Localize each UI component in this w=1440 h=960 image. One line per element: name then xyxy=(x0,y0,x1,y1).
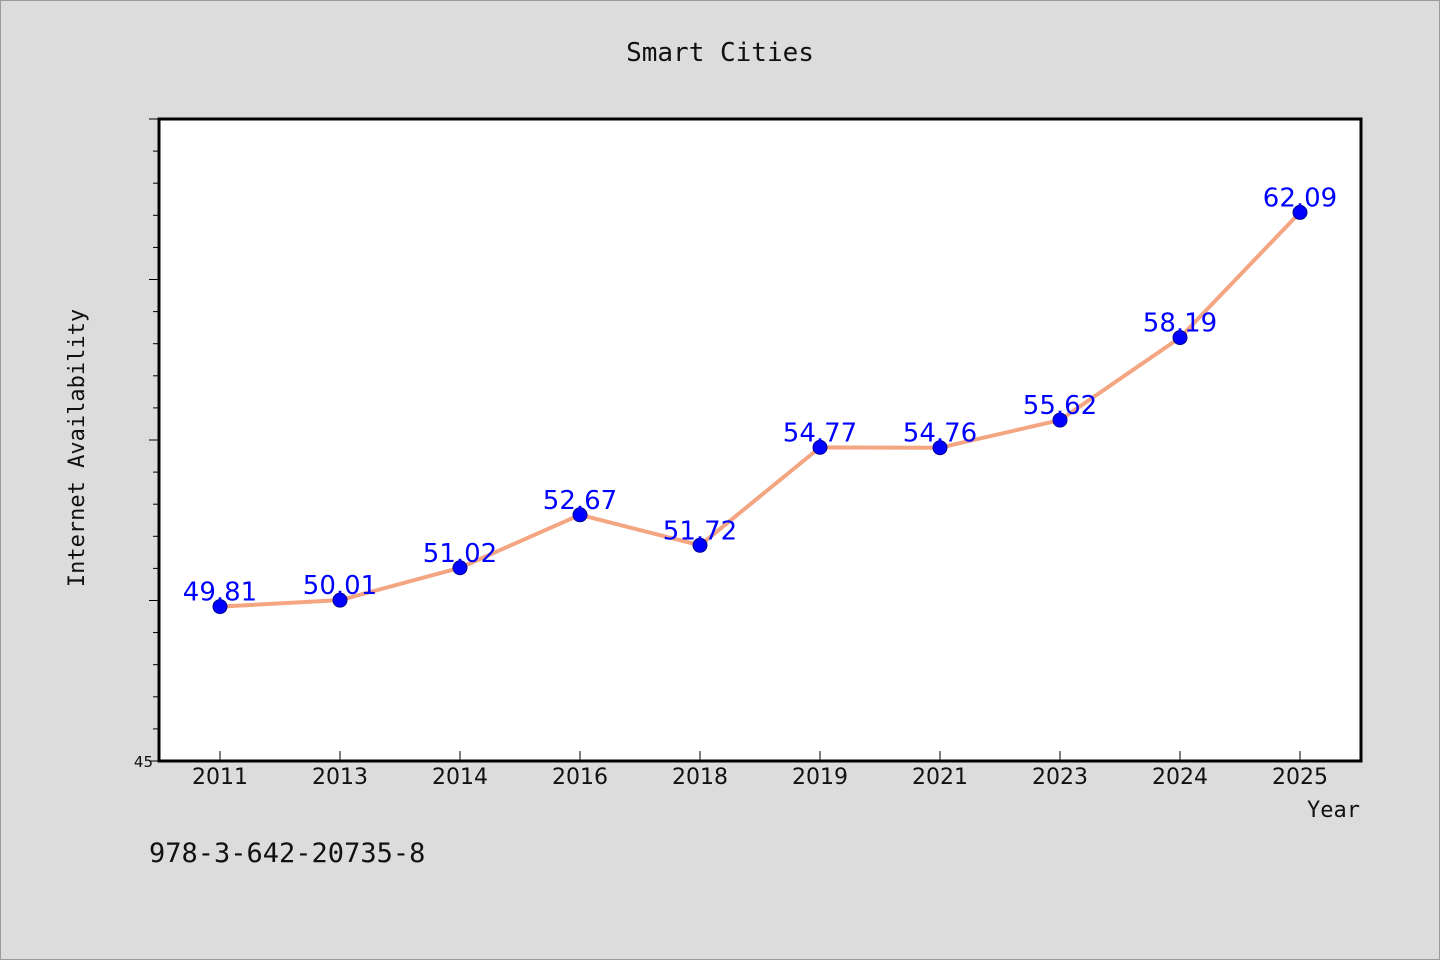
y-axis-label: Internet Availability xyxy=(65,309,90,587)
y-axis-ticks: 45 xyxy=(134,118,159,771)
x-axis-ticks: 2011 2013 2014 2016 2018 2019 2021 2023 2024 2025 xyxy=(192,751,1328,790)
x-tick-label-2023: 2023 xyxy=(1032,765,1088,790)
x-tick-label-2014: 2014 xyxy=(432,765,488,790)
x-tick-label-2016: 2016 xyxy=(552,765,608,790)
data-label-2025: 62.09 xyxy=(1263,183,1337,213)
data-label-2011: 49.81 xyxy=(183,578,257,608)
x-tick-label-2011: 2011 xyxy=(192,765,248,790)
series-line xyxy=(218,210,1302,609)
data-labels: 49.81 50.01 51.02 52.67 51.72 54.77 54.76 55.62… xyxy=(183,183,1337,607)
data-point-2021 xyxy=(932,440,948,456)
data-point-2011 xyxy=(212,599,228,615)
data-point-2024 xyxy=(1172,330,1188,346)
data-label-2024: 58.19 xyxy=(1143,309,1217,339)
isbn-footer-text: 978-3-642-20735-8 xyxy=(149,838,425,869)
data-label-2014: 51.02 xyxy=(423,539,497,569)
x-tick-label-2019: 2019 xyxy=(792,765,848,790)
data-point-2018 xyxy=(692,537,708,553)
chart-title: Smart Cities xyxy=(626,38,814,68)
series-internet-availability xyxy=(212,204,1308,615)
data-label-2018: 51.72 xyxy=(663,516,737,546)
data-point-2013 xyxy=(332,592,348,608)
data-point-2019 xyxy=(812,439,828,455)
x-tick-label-2024: 2024 xyxy=(1152,765,1208,790)
data-label-2021: 54.76 xyxy=(903,419,977,449)
data-point-2016 xyxy=(572,507,588,523)
x-axis-label: Year xyxy=(1307,798,1360,823)
x-tick-label-2021: 2021 xyxy=(912,765,968,790)
data-label-2016: 52.67 xyxy=(543,486,617,516)
data-point-2023 xyxy=(1052,412,1068,428)
data-label-2013: 50.01 xyxy=(303,571,377,601)
data-label-2019: 54.77 xyxy=(783,418,857,448)
plot-area xyxy=(157,117,1363,763)
data-point-2025 xyxy=(1292,204,1308,220)
data-label-2023: 55.62 xyxy=(1023,391,1097,421)
x-tick-label-2018: 2018 xyxy=(672,765,728,790)
x-tick-label-2013: 2013 xyxy=(312,765,368,790)
data-point-2014 xyxy=(452,560,468,576)
x-tick-label-2025: 2025 xyxy=(1272,765,1328,790)
y-tick-label: 45 xyxy=(134,753,153,771)
